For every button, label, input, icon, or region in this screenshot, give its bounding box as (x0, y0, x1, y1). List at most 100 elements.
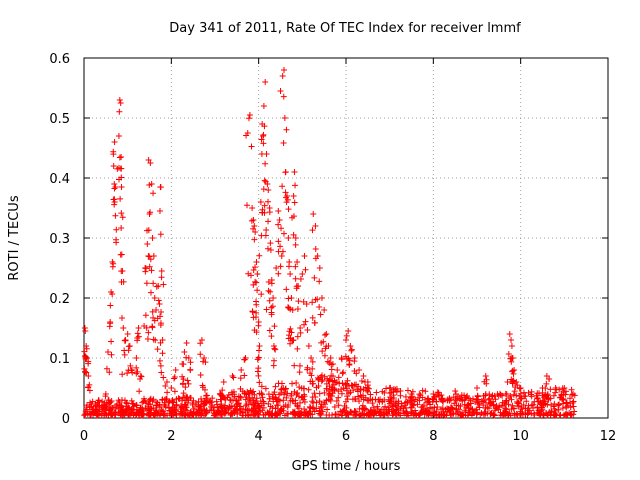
data-point (175, 395, 182, 402)
data-point (258, 383, 265, 390)
data-point (275, 270, 282, 277)
data-point (251, 391, 258, 398)
data-point (151, 295, 158, 301)
data-point (133, 370, 140, 377)
data-point (158, 308, 165, 315)
data-point (137, 376, 144, 383)
data-point (250, 388, 257, 395)
x-tick-label: 6 (342, 429, 350, 444)
data-point (260, 412, 267, 419)
data-point (115, 133, 122, 139)
data-point (235, 400, 242, 407)
data-point (241, 372, 248, 379)
data-point (545, 412, 552, 419)
data-point (467, 400, 474, 407)
data-point (119, 371, 126, 378)
data-point (152, 337, 159, 344)
data-point (311, 319, 318, 326)
data-point (118, 251, 125, 258)
data-point (323, 331, 330, 337)
data-point (143, 280, 150, 287)
data-point (201, 407, 208, 414)
data-point (95, 402, 102, 409)
x-tick-label: 8 (429, 429, 437, 444)
data-point (280, 385, 287, 392)
data-point (164, 389, 171, 396)
data-point (256, 390, 263, 397)
data-point (555, 401, 562, 408)
data-point (214, 403, 221, 410)
data-point (478, 398, 485, 405)
data-point (335, 388, 342, 395)
data-point (277, 408, 284, 415)
data-point (83, 343, 90, 349)
data-point (163, 379, 170, 385)
data-point (144, 227, 151, 234)
data-point (258, 151, 265, 158)
data-point (275, 396, 282, 403)
data-point (237, 403, 244, 410)
data-point (160, 374, 167, 381)
data-point (144, 241, 151, 247)
data-point (126, 405, 133, 412)
data-point (312, 245, 319, 252)
data-point (323, 343, 330, 350)
data-point (511, 388, 518, 395)
data-point (261, 123, 268, 130)
data-point (162, 383, 169, 390)
data-point (482, 373, 489, 379)
data-point (256, 347, 263, 354)
data-point (296, 384, 303, 391)
data-point (374, 406, 381, 413)
data-point (402, 393, 409, 400)
data-point (268, 333, 275, 340)
data-point (339, 370, 346, 377)
data-point (340, 407, 347, 414)
data-point (434, 389, 441, 396)
data-point (360, 405, 367, 412)
data-point (292, 263, 299, 270)
data-point (324, 358, 331, 365)
data-point (256, 252, 263, 259)
data-point (261, 177, 268, 184)
data-point (491, 407, 498, 414)
data-point (157, 339, 164, 346)
data-point (331, 385, 338, 392)
data-point (351, 358, 358, 365)
data-point (231, 391, 238, 398)
data-point (486, 391, 493, 398)
data-point (544, 391, 551, 398)
data-point (283, 286, 290, 293)
data-point (197, 351, 204, 358)
data-point (173, 411, 180, 418)
data-point (158, 274, 165, 281)
data-point (369, 400, 376, 407)
data-point (290, 231, 297, 238)
data-point (493, 402, 500, 409)
data-point (509, 367, 516, 374)
data-point (115, 405, 122, 412)
data-point (143, 399, 150, 406)
data-point (111, 196, 118, 203)
data-point (315, 376, 322, 383)
data-point (260, 186, 267, 193)
data-point (326, 390, 333, 397)
data-point (267, 240, 274, 247)
data-point (289, 380, 296, 387)
data-point (444, 397, 451, 404)
data-point (91, 409, 98, 416)
data-point (271, 389, 278, 396)
data-point (133, 355, 140, 361)
data-point (131, 403, 138, 410)
data-point (353, 381, 360, 388)
data-point (275, 238, 282, 245)
data-point (117, 165, 124, 172)
data-point (271, 345, 278, 352)
data-point (166, 407, 173, 414)
data-point (523, 398, 530, 405)
data-point (249, 205, 256, 211)
data-point (328, 372, 335, 379)
data-point (280, 230, 287, 237)
data-point (340, 369, 347, 376)
data-point (508, 358, 515, 365)
